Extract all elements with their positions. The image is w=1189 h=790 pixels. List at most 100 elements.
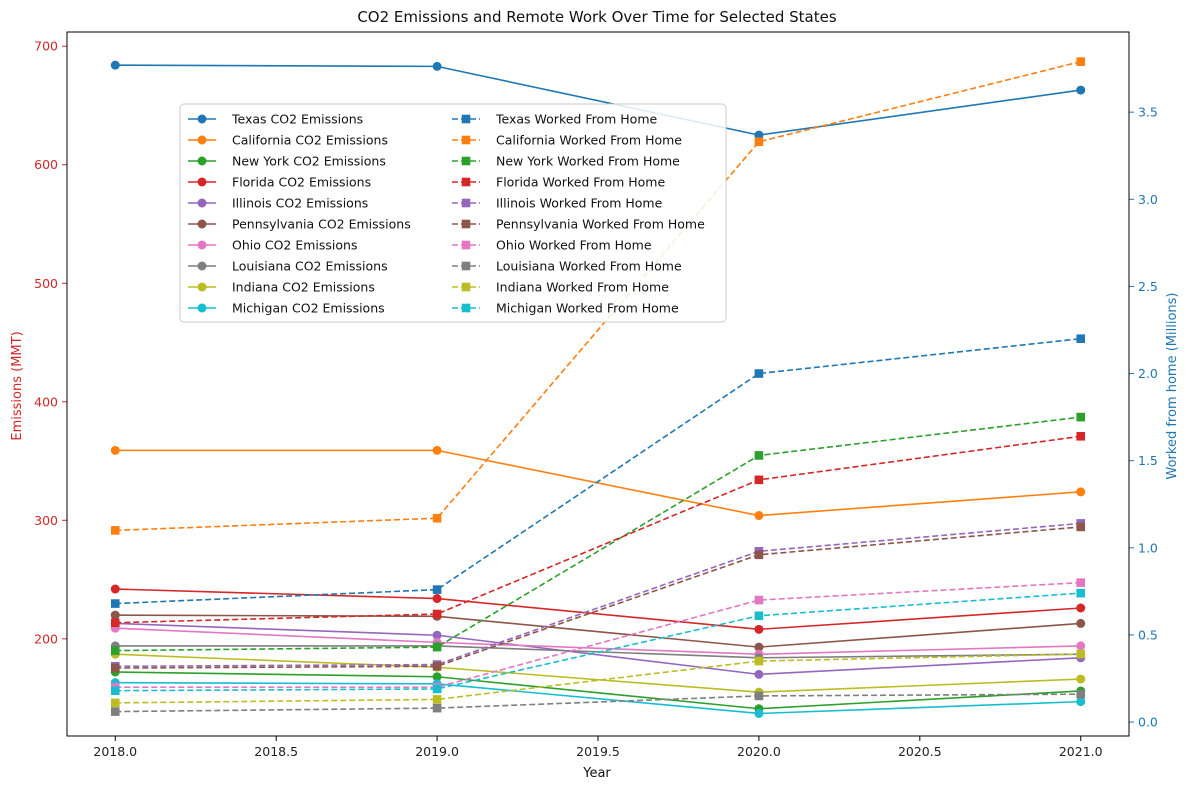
remote-point: [1076, 588, 1086, 598]
legend-label: Pennsylvania Worked From Home: [496, 217, 705, 232]
legend-label: Florida CO2 Emissions: [232, 175, 371, 190]
legend-label: Michigan Worked From Home: [496, 301, 679, 316]
emissions-point: [1076, 618, 1086, 628]
legend-marker: [197, 198, 207, 208]
legend-entry: New York CO2 Emissions: [188, 154, 386, 169]
legend-marker: [197, 135, 207, 145]
remote-point: [754, 369, 764, 378]
emissions-point: [432, 61, 442, 71]
right-y-tick-label: 1.5: [1138, 453, 1158, 468]
right-y-tick-label: 3.5: [1138, 105, 1158, 120]
remote-point: [432, 513, 442, 523]
emissions-point: [1076, 674, 1086, 684]
legend-entry: Michigan CO2 Emissions: [188, 301, 385, 316]
legend-label: California CO2 Emissions: [232, 133, 388, 148]
legend-marker: [461, 219, 471, 229]
legend-marker: [461, 135, 471, 145]
legend-label: Indiana CO2 Emissions: [232, 280, 375, 295]
right-y-tick-label: 1.0: [1138, 540, 1158, 555]
remote-point: [110, 618, 120, 628]
legend-entry: Texas Worked From Home: [452, 112, 657, 127]
remote-series-0: [110, 334, 1086, 608]
legend-label: Illinois CO2 Emissions: [232, 196, 368, 211]
left-y-tick-label: 300: [34, 513, 58, 528]
right-y-tick-label: 2.0: [1138, 366, 1158, 381]
emissions-series-line: [115, 622, 1081, 676]
left-y-tick-label: 400: [34, 394, 58, 409]
remote-point: [754, 656, 764, 666]
remote-point: [1076, 522, 1086, 532]
remote-point: [110, 686, 120, 695]
remote-point: [432, 642, 442, 652]
remote-series-line: [115, 653, 1081, 704]
legend-marker: [197, 156, 207, 166]
remote-series-2: [110, 412, 1086, 655]
legend-entry: California CO2 Emissions: [188, 133, 388, 148]
remote-series-line: [115, 592, 1081, 692]
legend-marker: [197, 177, 207, 187]
emissions-point: [1076, 697, 1086, 707]
remote-point: [432, 695, 442, 704]
remote-point: [110, 526, 120, 535]
remote-series-line: [115, 337, 1081, 605]
emissions-point: [110, 610, 120, 620]
legend-marker: [197, 219, 207, 229]
remote-series-9: [110, 588, 1086, 695]
emissions-point: [754, 511, 764, 521]
remote-series-line: [115, 581, 1081, 689]
remote-series-line: [115, 693, 1081, 713]
legend-entry: Pennsylvania Worked From Home: [452, 217, 705, 232]
left-y-tick-label: 500: [34, 276, 58, 291]
chart-title: CO2 Emissions and Remote Work Over Time …: [357, 8, 837, 26]
emissions-point: [1076, 641, 1086, 651]
right-y-tick-label: 2.5: [1138, 279, 1158, 294]
legend-entry: Michigan Worked From Home: [452, 301, 679, 316]
left-y-axis-label: Emissions (MMT): [10, 331, 25, 440]
remote-series-line: [115, 435, 1081, 624]
remote-point: [110, 646, 120, 655]
remote-point: [1076, 431, 1086, 441]
emissions-series-0: [110, 60, 1086, 140]
legend-entry: New York Worked From Home: [452, 154, 680, 169]
emissions-point: [432, 594, 442, 604]
legend-label: Pennsylvania CO2 Emissions: [232, 217, 411, 232]
legend-entry: Indiana Worked From Home: [452, 280, 669, 295]
emissions-point: [754, 669, 764, 679]
legend-label: Michigan CO2 Emissions: [232, 301, 385, 316]
remote-point: [754, 475, 764, 485]
x-tick-label: 2020.0: [737, 744, 781, 759]
x-tick-label: 2019.5: [576, 744, 620, 759]
remote-series-1: [110, 57, 1086, 535]
emissions-series-line: [115, 681, 1081, 715]
emissions-point: [110, 60, 120, 70]
remote-point: [432, 609, 442, 619]
emissions-point: [754, 708, 764, 718]
remote-point: [1076, 649, 1086, 659]
right-y-axis-ticks: 0.0 0.5 1.0 1.5 2.0 2.5 3.0 3.5: [1129, 105, 1158, 730]
legend-entry: Texas CO2 Emissions: [188, 112, 363, 127]
emissions-point: [110, 584, 120, 594]
remote-point: [1076, 334, 1086, 343]
legend-label: Texas CO2 Emissions: [231, 112, 363, 127]
remote-point: [110, 707, 120, 716]
emissions-series-line: [115, 627, 1081, 656]
emissions-point: [110, 445, 120, 455]
emissions-point: [1076, 487, 1086, 497]
legend-entry: Illinois Worked From Home: [452, 196, 663, 211]
remote-series-line: [115, 60, 1081, 532]
remote-point: [1076, 57, 1086, 66]
legend-marker: [197, 261, 207, 271]
remote-point: [754, 451, 764, 460]
x-tick-label: 2020.5: [898, 744, 942, 759]
emissions-series-line: [115, 653, 1081, 693]
legend-marker: [461, 282, 471, 292]
remote-point: [432, 585, 442, 594]
legend-entry: Florida CO2 Emissions: [188, 175, 371, 190]
legend-entry: Illinois CO2 Emissions: [188, 196, 368, 211]
legend-marker: [461, 156, 471, 166]
legend-label: Florida Worked From Home: [496, 175, 665, 190]
legend-marker: [461, 240, 471, 250]
remote-point: [432, 661, 442, 671]
emissions-point: [432, 630, 442, 640]
x-axis-label: Year: [582, 766, 611, 781]
